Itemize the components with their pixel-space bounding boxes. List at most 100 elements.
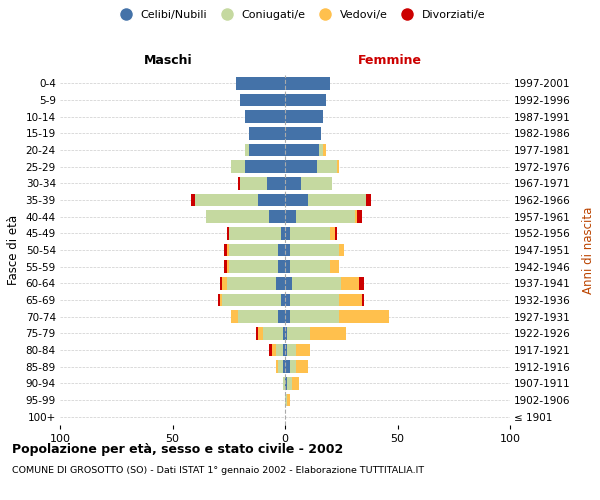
Bar <box>229 227 281 239</box>
Bar <box>235 77 285 90</box>
Bar <box>285 327 287 340</box>
Y-axis label: Anni di nascita: Anni di nascita <box>582 206 595 294</box>
Bar <box>285 260 290 273</box>
Bar <box>220 294 222 306</box>
Bar <box>317 160 337 173</box>
Bar <box>281 294 285 306</box>
Bar <box>231 160 245 173</box>
Bar <box>285 360 290 373</box>
Bar <box>245 144 249 156</box>
Bar <box>339 310 389 323</box>
Text: Popolazione per età, sesso e stato civile - 2002: Popolazione per età, sesso e stato civil… <box>12 442 343 456</box>
Bar <box>283 360 285 373</box>
Bar <box>238 177 240 190</box>
Bar <box>330 227 335 239</box>
Bar <box>296 210 355 223</box>
Bar <box>285 127 321 140</box>
Bar <box>285 77 330 90</box>
Bar <box>357 210 361 223</box>
Bar <box>323 144 325 156</box>
Bar <box>281 227 285 239</box>
Bar <box>335 227 337 239</box>
Bar <box>227 260 229 273</box>
Bar <box>263 327 283 340</box>
Bar <box>296 344 310 356</box>
Bar <box>278 260 285 273</box>
Bar <box>301 177 332 190</box>
Bar <box>267 177 285 190</box>
Bar <box>285 277 292 289</box>
Bar <box>285 94 325 106</box>
Bar <box>285 377 287 390</box>
Bar <box>245 110 285 123</box>
Bar <box>319 144 323 156</box>
Bar <box>296 360 308 373</box>
Bar <box>290 227 330 239</box>
Bar <box>285 177 301 190</box>
Legend: Celibi/Nubili, Coniugati/e, Vedovi/e, Divorziati/e: Celibi/Nubili, Coniugati/e, Vedovi/e, Di… <box>110 6 490 25</box>
Bar <box>290 360 296 373</box>
Bar <box>227 244 229 256</box>
Bar <box>285 227 290 239</box>
Bar <box>287 394 290 406</box>
Bar <box>271 344 276 356</box>
Bar <box>269 210 285 223</box>
Bar <box>245 160 285 173</box>
Bar <box>218 294 220 306</box>
Bar <box>278 360 283 373</box>
Bar <box>292 377 299 390</box>
Bar <box>276 277 285 289</box>
Bar <box>227 227 229 239</box>
Bar <box>195 194 258 206</box>
Bar <box>222 277 227 289</box>
Text: COMUNE DI GROSOTTO (SO) - Dati ISTAT 1° gennaio 2002 - Elaborazione TUTTITALIA.I: COMUNE DI GROSOTTO (SO) - Dati ISTAT 1° … <box>12 466 424 475</box>
Bar <box>339 294 361 306</box>
Bar <box>285 344 287 356</box>
Bar <box>231 310 238 323</box>
Bar <box>229 244 278 256</box>
Bar <box>283 377 285 390</box>
Bar <box>359 277 364 289</box>
Bar <box>285 394 287 406</box>
Bar <box>290 244 339 256</box>
Y-axis label: Fasce di età: Fasce di età <box>7 215 20 285</box>
Bar <box>308 194 366 206</box>
Bar <box>224 244 227 256</box>
Bar <box>290 310 339 323</box>
Bar <box>240 94 285 106</box>
Bar <box>249 127 285 140</box>
Bar <box>249 144 285 156</box>
Bar <box>258 327 263 340</box>
Bar <box>292 277 341 289</box>
Bar <box>285 244 290 256</box>
Bar <box>330 260 339 273</box>
Bar <box>285 144 319 156</box>
Bar <box>256 327 258 340</box>
Bar <box>287 327 310 340</box>
Bar <box>278 310 285 323</box>
Bar <box>339 244 343 256</box>
Bar <box>285 160 317 173</box>
Bar <box>206 210 269 223</box>
Bar <box>285 110 323 123</box>
Bar <box>278 244 285 256</box>
Bar <box>222 294 281 306</box>
Bar <box>258 194 285 206</box>
Bar <box>361 294 364 306</box>
Bar <box>238 310 278 323</box>
Bar <box>290 260 330 273</box>
Bar <box>290 294 339 306</box>
Bar <box>366 194 371 206</box>
Bar <box>341 277 359 289</box>
Bar <box>287 377 292 390</box>
Bar <box>229 260 278 273</box>
Bar <box>269 344 271 356</box>
Bar <box>287 344 296 356</box>
Bar <box>283 344 285 356</box>
Bar <box>285 310 290 323</box>
Bar <box>337 160 339 173</box>
Bar <box>285 294 290 306</box>
Text: Femmine: Femmine <box>358 54 422 68</box>
Bar <box>276 344 283 356</box>
Text: Maschi: Maschi <box>143 54 193 68</box>
